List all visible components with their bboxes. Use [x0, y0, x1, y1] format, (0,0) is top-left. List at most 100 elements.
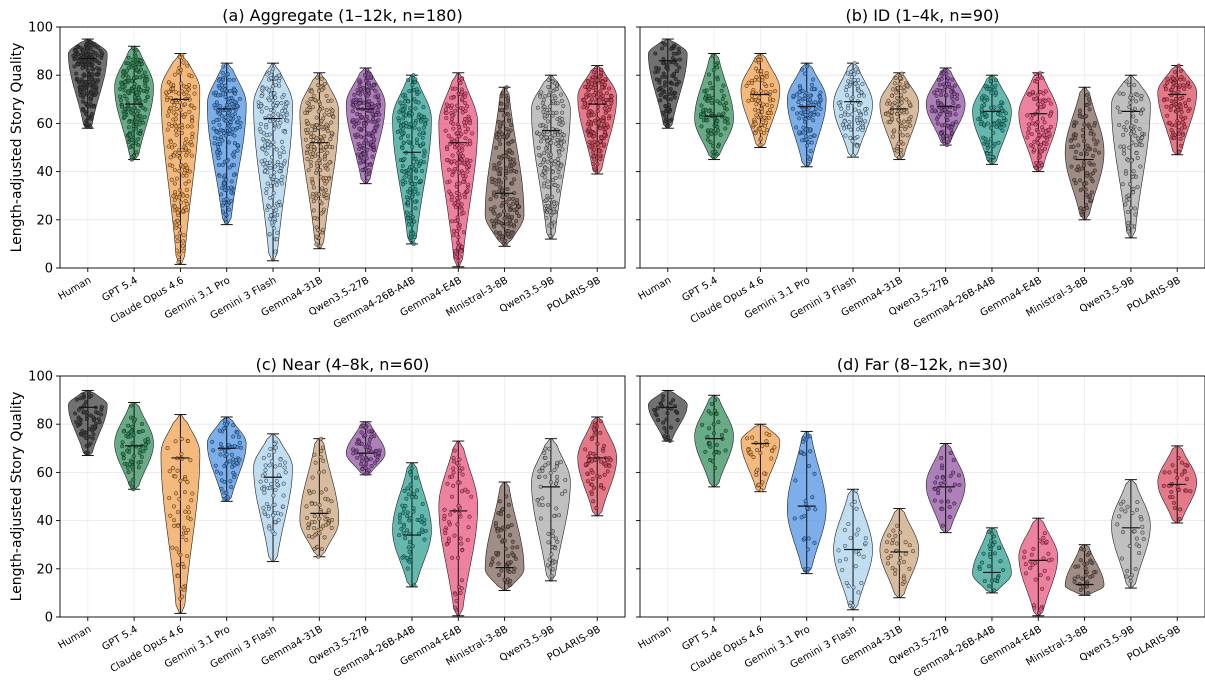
data-point	[512, 177, 517, 182]
data-point	[952, 501, 957, 506]
data-point	[498, 230, 503, 235]
data-point	[946, 139, 951, 144]
data-point	[591, 499, 596, 504]
data-point	[661, 394, 666, 399]
data-point	[364, 178, 369, 183]
data-point	[181, 60, 186, 65]
data-point	[979, 107, 984, 112]
data-point	[402, 156, 407, 161]
data-point	[408, 232, 413, 237]
y-tick-label: 80	[36, 418, 53, 433]
data-point	[74, 420, 79, 425]
data-point	[170, 145, 175, 150]
data-point	[1178, 83, 1183, 88]
data-point	[551, 209, 556, 214]
data-point	[1139, 135, 1144, 140]
data-point	[400, 93, 405, 98]
data-point	[215, 150, 220, 155]
data-point	[898, 530, 903, 535]
data-point	[182, 102, 187, 107]
data-point	[465, 104, 470, 109]
violin-gemma4-31b	[299, 436, 340, 559]
data-point	[1082, 138, 1087, 143]
data-point	[95, 45, 100, 50]
violin-claude-opus-4-6	[740, 423, 781, 493]
data-point	[937, 88, 942, 93]
data-point	[455, 143, 460, 148]
data-point	[510, 181, 515, 186]
data-point	[709, 402, 714, 407]
data-point	[401, 524, 406, 529]
data-point	[228, 185, 233, 190]
data-point	[591, 161, 596, 166]
data-point	[125, 90, 130, 95]
data-point	[457, 468, 462, 473]
data-point	[1090, 153, 1095, 158]
data-point	[273, 520, 278, 525]
data-point	[271, 191, 276, 196]
data-point	[400, 179, 405, 184]
data-point	[231, 162, 236, 167]
data-point	[1037, 145, 1042, 150]
data-point	[753, 121, 758, 126]
data-point	[670, 56, 675, 61]
data-point	[88, 101, 93, 106]
data-point	[312, 526, 317, 531]
data-point	[758, 113, 763, 118]
data-point	[131, 454, 136, 459]
data-point	[810, 82, 815, 87]
data-point	[211, 126, 216, 131]
data-point	[1087, 125, 1092, 130]
violin-gpt-5-4	[694, 394, 734, 488]
data-point	[91, 104, 96, 109]
data-point	[542, 104, 547, 109]
data-point	[421, 154, 426, 159]
data-point	[72, 411, 77, 416]
data-point	[400, 131, 405, 136]
data-point	[406, 219, 411, 224]
data-point	[78, 431, 83, 436]
data-point	[713, 466, 718, 471]
data-point	[315, 152, 320, 157]
data-point	[456, 150, 461, 155]
data-point	[88, 125, 93, 130]
data-point	[406, 78, 411, 83]
data-point	[89, 393, 94, 398]
data-point	[132, 81, 137, 86]
data-point	[988, 125, 993, 130]
data-point	[940, 523, 945, 528]
data-point	[314, 170, 319, 175]
data-point	[507, 196, 512, 201]
y-tick-label: 40	[36, 514, 53, 529]
data-point	[707, 72, 712, 77]
data-point	[1123, 171, 1128, 176]
data-point	[175, 218, 180, 223]
data-point	[80, 66, 85, 71]
data-point	[185, 515, 190, 520]
data-point	[79, 85, 84, 90]
data-point	[750, 90, 755, 95]
data-point	[170, 545, 175, 550]
data-point	[411, 506, 416, 511]
data-point	[216, 137, 221, 142]
data-point	[942, 107, 947, 112]
data-point	[515, 211, 520, 216]
data-point	[591, 93, 596, 98]
data-point	[1030, 89, 1035, 94]
data-point	[902, 119, 907, 124]
data-point	[540, 503, 545, 508]
data-point	[77, 417, 82, 422]
data-point	[397, 118, 402, 123]
data-point	[377, 112, 382, 117]
data-point	[507, 118, 512, 123]
data-point	[1084, 151, 1089, 156]
data-point	[1088, 559, 1093, 564]
data-point	[506, 560, 511, 565]
data-point	[559, 122, 564, 127]
data-point	[1161, 483, 1166, 488]
data-point	[544, 135, 549, 140]
data-point	[490, 180, 495, 185]
data-point	[408, 554, 413, 559]
data-point	[1181, 82, 1186, 87]
data-point	[514, 207, 519, 212]
